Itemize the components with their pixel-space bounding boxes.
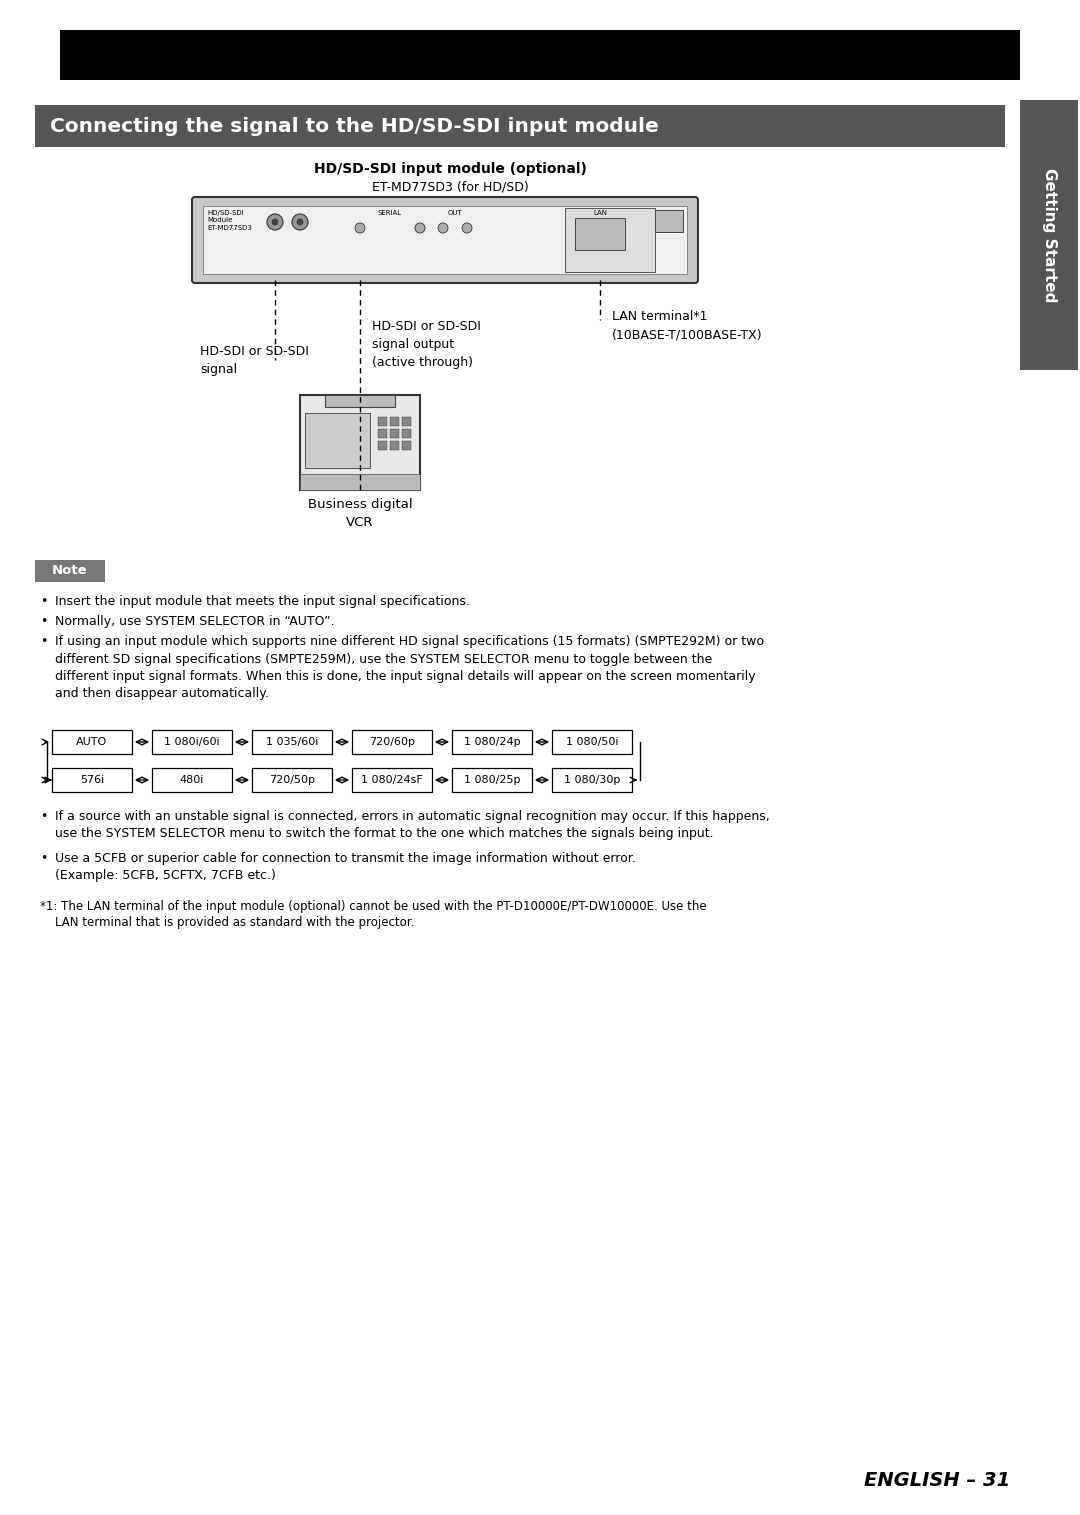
Bar [252,730,332,754]
Bar [453,730,532,754]
Text: •: • [40,851,48,865]
Circle shape [438,223,448,233]
Bar [654,211,683,232]
Text: LAN: LAN [593,211,607,217]
Bar [60,30,1020,80]
Text: 480i: 480i [179,776,204,785]
Text: 720/60p: 720/60p [369,736,415,747]
Bar [152,768,232,792]
Text: AUTO: AUTO [77,736,108,747]
Bar [552,730,632,754]
Text: 1 080/25p: 1 080/25p [463,776,521,785]
Text: If a source with an unstable signal is connected, errors in automatic signal rec: If a source with an unstable signal is c… [55,811,770,841]
Text: Business digital
VCR: Business digital VCR [308,498,413,529]
FancyBboxPatch shape [192,197,698,283]
Bar [52,730,132,754]
Text: •: • [40,615,48,629]
Bar [402,429,411,438]
Circle shape [272,220,278,226]
Bar [300,395,420,489]
Text: •: • [40,811,48,823]
Bar [575,218,625,250]
Text: ENGLISH – 31: ENGLISH – 31 [864,1471,1010,1489]
Bar [305,414,370,468]
Text: Note: Note [52,565,87,577]
Text: LAN terminal*1
(10BASE-T/100BASE-TX): LAN terminal*1 (10BASE-T/100BASE-TX) [612,311,762,341]
Circle shape [267,214,283,230]
Bar [552,768,632,792]
Bar [378,417,387,426]
Circle shape [355,223,365,233]
Text: HD/SD-SDI input module (optional): HD/SD-SDI input module (optional) [313,162,586,176]
Text: 1 035/60i: 1 035/60i [266,736,319,747]
Bar [35,105,1005,147]
Text: 1 080/30p: 1 080/30p [564,776,620,785]
Text: 720/50p: 720/50p [269,776,315,785]
Bar [390,429,399,438]
Circle shape [462,223,472,233]
Bar [390,417,399,426]
Text: *1: The LAN terminal of the input module (optional) cannot be used with the PT-D: *1: The LAN terminal of the input module… [40,900,706,914]
Circle shape [292,214,308,230]
Text: Insert the input module that meets the input signal specifications.: Insert the input module that meets the i… [55,595,470,608]
Bar [325,395,395,408]
Text: LAN terminal that is provided as standard with the projector.: LAN terminal that is provided as standar… [40,917,415,929]
Text: 1 080/24p: 1 080/24p [463,736,521,747]
Bar [390,441,399,450]
Bar [402,441,411,450]
Text: Getting Started: Getting Started [1041,168,1056,301]
Text: SERIAL: SERIAL [378,211,402,217]
Text: •: • [40,635,48,648]
Text: 1 080i/60i: 1 080i/60i [164,736,220,747]
Text: OUT: OUT [447,211,462,217]
Text: Normally, use SYSTEM SELECTOR in “AUTO”.: Normally, use SYSTEM SELECTOR in “AUTO”. [55,615,335,629]
Bar [35,561,105,582]
Text: •: • [40,595,48,608]
Bar [453,768,532,792]
Bar [300,474,420,489]
Bar [52,768,132,792]
Bar [1020,100,1078,370]
Bar [352,730,432,754]
Text: ET-MD77SD3 (for HD/SD): ET-MD77SD3 (for HD/SD) [372,180,528,192]
Text: 576i: 576i [80,776,104,785]
Circle shape [415,223,426,233]
Text: If using an input module which supports nine different HD signal specifications : If using an input module which supports … [55,635,764,700]
Bar [565,208,654,273]
Text: 1 080/50i: 1 080/50i [566,736,618,747]
Text: HD-SDI or SD-SDI
signal: HD-SDI or SD-SDI signal [200,345,309,376]
Text: HD/SD-SDI
Module
ET-MD77SD3: HD/SD-SDI Module ET-MD77SD3 [207,211,252,230]
Bar [378,429,387,438]
Bar [352,768,432,792]
Text: HD-SDI or SD-SDI
signal output
(active through): HD-SDI or SD-SDI signal output (active t… [372,320,481,370]
Bar [252,768,332,792]
Circle shape [297,220,303,226]
Bar [378,441,387,450]
Text: 1 080/24sF: 1 080/24sF [361,776,423,785]
Bar [402,417,411,426]
Text: Use a 5CFB or superior cable for connection to transmit the image information wi: Use a 5CFB or superior cable for connect… [55,851,636,883]
Bar [152,730,232,754]
Bar [203,206,687,274]
Text: Connecting the signal to the HD/SD-SDI input module: Connecting the signal to the HD/SD-SDI i… [50,117,659,135]
